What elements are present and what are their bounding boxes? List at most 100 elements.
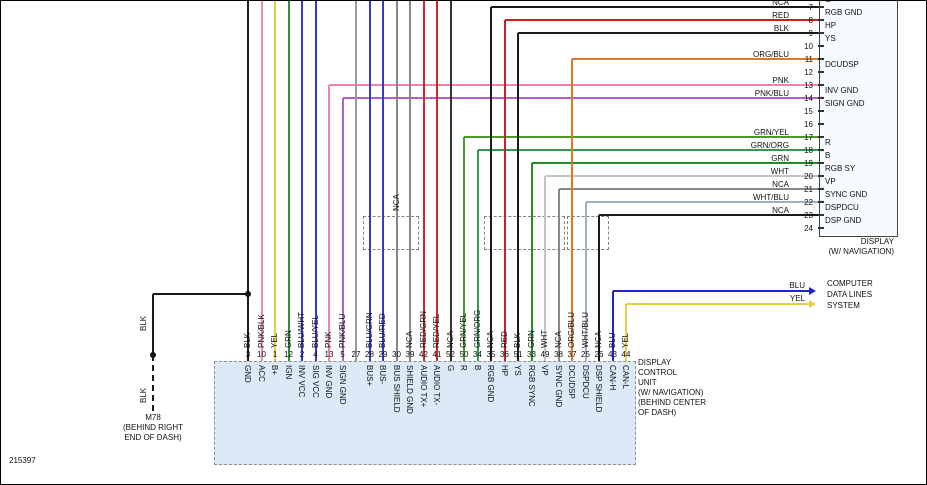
cu-signal-label: ACC (256, 365, 266, 382)
wire-segment-dashed (152, 355, 154, 411)
wire-segment-vertical (530, 163, 533, 361)
display-wire-color-label: WHT (770, 167, 789, 176)
cu-signal-label: DSP SHIELD (594, 365, 603, 413)
ground-location-line2: END OF DASH) (124, 433, 182, 442)
cu-wire-color-label: GRN (526, 330, 536, 348)
cu-signal-label: CAN-L (621, 365, 630, 390)
cu-pin-number: 10 (257, 350, 266, 359)
wire-segment-vertical (557, 189, 560, 361)
ground-wire-label-upper: BLK (139, 315, 148, 331)
display-pin-tick (818, 58, 824, 60)
cu-signal-label: B+ (270, 365, 279, 376)
figure-number: 215397 (9, 456, 36, 465)
cu-wire-color-label: YEL (270, 332, 279, 348)
wire-segment-vertical (490, 7, 492, 361)
display-wire-color-label: WHT/BLU (753, 193, 789, 202)
data-line-destination-line1: COMPUTER (827, 279, 873, 288)
wire-segment-vertical (436, 1, 438, 361)
wire-segment-horizontal (545, 175, 819, 177)
cu-caption-line2: CONTROL (638, 368, 678, 377)
display-pin-number: 15 (804, 107, 813, 116)
cu-signal-label: VP (540, 365, 549, 376)
display-pin-tick (818, 123, 824, 125)
cu-pin-number: 43 (608, 350, 617, 359)
cu-signal-label: G (445, 365, 455, 372)
display-pin-number: 14 (804, 94, 813, 103)
display-pin-number: 13 (804, 81, 813, 90)
data-line-destination-line3: SYSTEM (827, 301, 860, 310)
display-pin-number: 9 (808, 29, 813, 38)
cu-pin-number: 50 (459, 350, 469, 359)
display-signal-label: DCUDSP (825, 60, 859, 69)
display-wire-color-label: BLK (773, 24, 789, 33)
cu-wire-color-label: ORG/BLU (567, 311, 576, 348)
display-pin-tick (818, 84, 824, 86)
wire-segment-vertical (382, 1, 384, 361)
wire-segment-vertical (395, 1, 398, 361)
wire-segment-horizontal (558, 188, 819, 190)
display-pin-number: 7 (808, 3, 813, 12)
wire-segment-horizontal (599, 214, 819, 216)
cu-signal-label: SYNC GND (553, 365, 563, 408)
display-wire-color-label: RED (772, 11, 789, 20)
shield-box-rgb (484, 216, 565, 250)
wire-segment-vertical (247, 1, 249, 361)
cu-pin-number: 52 (446, 350, 455, 359)
display-signal-label: VP (825, 177, 836, 186)
display-pin-tick (818, 175, 824, 177)
cu-pin-number: 30 (392, 350, 401, 359)
display-signal-label: RGB SY (825, 164, 856, 173)
cu-pin-number: 49 (540, 350, 550, 359)
cu-signal-label: DSPDCU (580, 365, 590, 399)
wire-segment-vertical (260, 1, 263, 361)
cu-pin-number: 39 (405, 350, 415, 359)
wire-arrow-icon (809, 287, 816, 295)
cu-pin-number: 42 (419, 350, 428, 359)
cu-pin-number: 33 (527, 350, 536, 359)
wire-segment-vertical (152, 294, 154, 355)
wire-segment-vertical (503, 20, 506, 361)
cu-signal-label: SIG VCC (310, 365, 320, 398)
display-pin-number: 19 (804, 159, 813, 168)
cu-wire-color-label: NCA (553, 331, 563, 348)
display-caption-line2: (W/ NAVIGATION) (828, 247, 894, 256)
cu-pin-number: 38 (554, 350, 563, 359)
wire-segment-horizontal (626, 303, 809, 305)
display-signal-label: B (825, 151, 831, 160)
display-wire-color-label: NCA (772, 180, 789, 189)
cu-signal-label: BUS- (378, 365, 387, 385)
cu-pin-number: 3 (245, 350, 251, 359)
display-wire-color-label: PNK (772, 76, 789, 85)
display-pin-number: 16 (804, 120, 813, 129)
cu-signal-label: RGB SYNC (526, 365, 536, 407)
display-pin-number: 17 (804, 133, 813, 142)
cu-caption-line5: (BEHIND CENTER (638, 398, 707, 407)
cu-signal-label: BUS+ (364, 365, 374, 387)
cu-signal-label: INV GND (324, 365, 333, 399)
cu-pin-number: 44 (621, 350, 631, 359)
cu-wire-color-label: BLU (607, 332, 617, 348)
display-signal-label: YS (825, 34, 836, 43)
cu-signal-label: BUS SHIELD (391, 365, 401, 413)
wire-segment-vertical (287, 1, 290, 361)
shield-box-dsp (567, 216, 609, 250)
cu-pin-number: 5 (340, 350, 345, 359)
wire-segment-vertical (449, 1, 452, 361)
display-signal-label: RGB GND (825, 8, 863, 17)
cu-pin-number: 27 (351, 350, 361, 359)
display-wire-color-label: ORG/BLU (752, 50, 789, 59)
cu-signal-label: R (459, 365, 468, 371)
cu-pin-number: 51 (513, 350, 523, 359)
display-pin-tick (818, 136, 824, 138)
display-signal-label: R (825, 138, 831, 147)
cu-wire-color-label: PNK (324, 331, 333, 348)
display-pin-number: 22 (804, 198, 813, 207)
display-pin-tick (818, 19, 824, 21)
display-signal-label: DSP GND (825, 216, 862, 225)
ground-connector-label: M78 (145, 413, 161, 422)
display-pin-number: 20 (804, 172, 813, 181)
wire-segment-horizontal (329, 84, 819, 86)
display-pin-tick (818, 214, 824, 216)
display-pin-number: 24 (804, 224, 813, 233)
cu-wire-color-label: GRN/ORG (472, 309, 482, 348)
